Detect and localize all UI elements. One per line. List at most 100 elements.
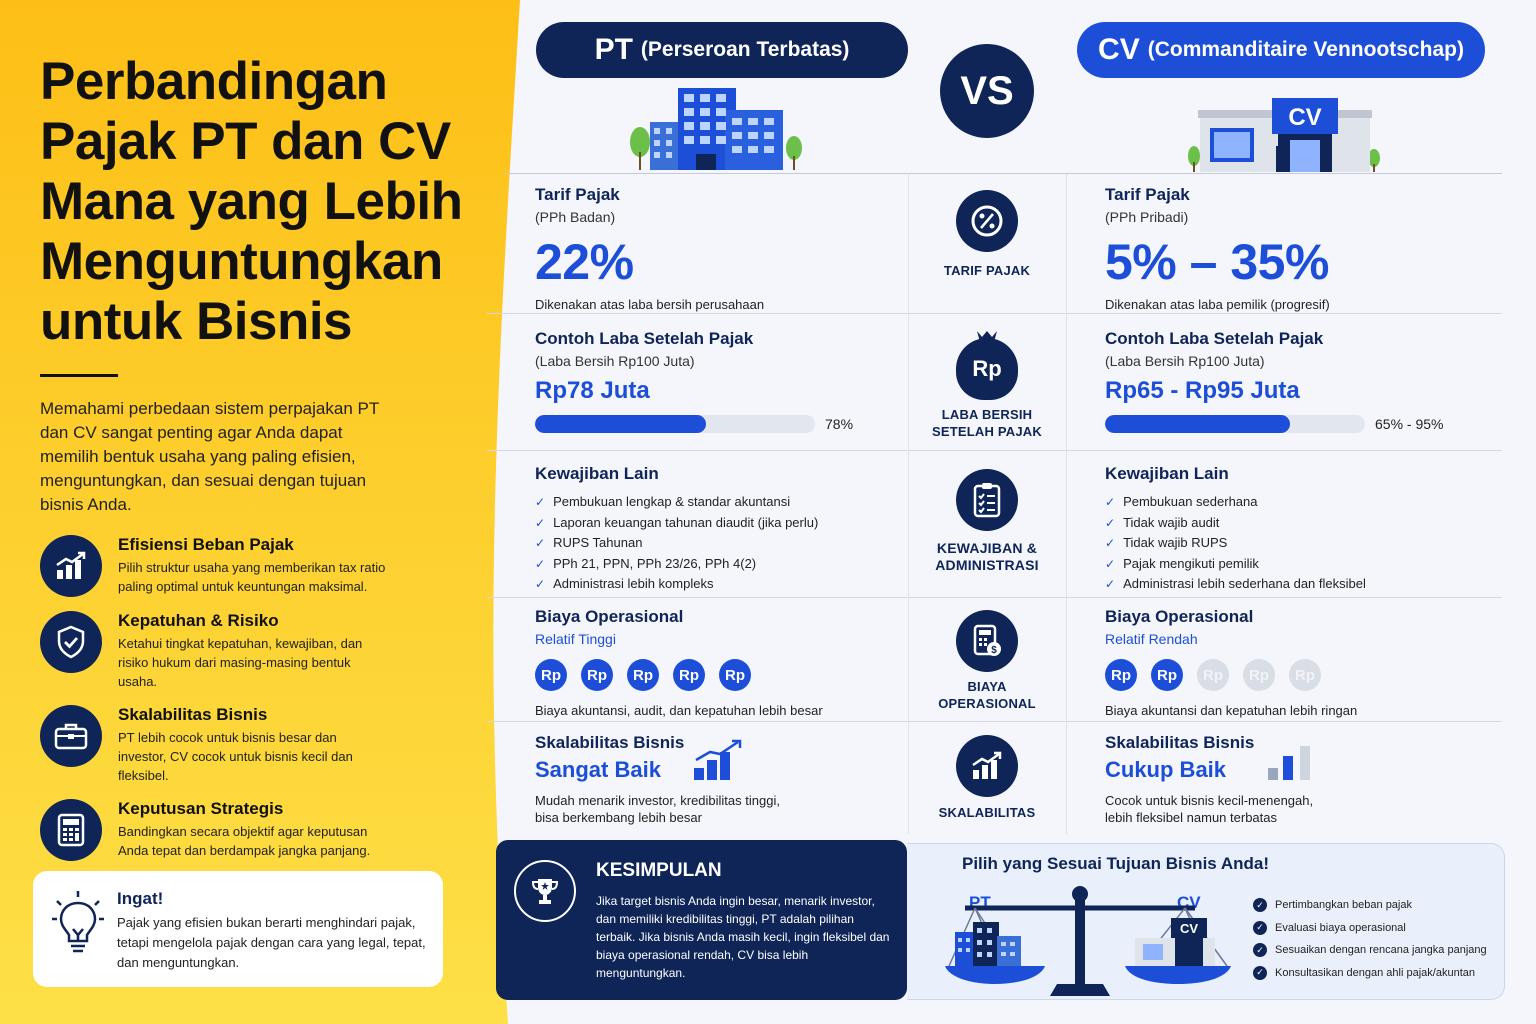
page-title: Perbandingan Pajak PT dan CV Mana yang L… — [40, 52, 463, 351]
pt-skal-cell: Skalabilitas Bisnis Sangat Baik Mudah me… — [535, 733, 780, 825]
pt-laba-cell: Contoh Laba Setelah Pajak (Laba Bersih R… — [535, 329, 853, 433]
check-icon: ✓ — [535, 495, 546, 509]
title-divider — [40, 374, 118, 377]
cv-biaya-level: Relatif Rendah — [1105, 631, 1198, 647]
vs-badge: VS — [940, 44, 1034, 138]
shield-check-icon — [40, 611, 102, 673]
row-divider — [487, 313, 1502, 314]
cv-tarif-note: Dikenakan atas laba pemilik (progresif) — [1105, 297, 1330, 312]
benefit-desc: Ketahui tingkat kepatuhan, kewajiban, da… — [118, 636, 363, 689]
list-item: ✓ Konsultasikan dengan ahli pajak/akuntan — [1253, 962, 1487, 985]
cv-laba-bar-fill — [1105, 415, 1290, 433]
pt-skal-title: Skalabilitas Bisnis — [535, 733, 685, 752]
benefit-title: Efisiensi Beban Pajak — [118, 535, 294, 554]
pt-biaya-cell: Biaya Operasional Relatif Tinggi Rp Rp Rp R… — [535, 607, 823, 718]
cv-laba-bar — [1105, 415, 1365, 433]
benefit-desc: Bandingkan secara objektif agar keputusa… — [118, 824, 371, 858]
cv-kewajiban-list: ✓ Pembukuan sederhana ✓ Tidak wajib audit … — [1105, 492, 1366, 595]
rp-coin-icon: Rp — [1289, 659, 1321, 691]
list-item: ✓ Administrasi lebih sederhana dan fleksi… — [1105, 574, 1366, 595]
briefcase-icon — [40, 705, 102, 767]
svg-text:$: $ — [991, 645, 997, 656]
mid-label-skalabilitas: SKALABILITAS — [938, 805, 1036, 820]
check-icon: ✓ — [1105, 495, 1116, 509]
left-panel: Perbandingan Pajak PT dan CV Mana yang L… — [0, 0, 500, 1024]
benefit-item: Efisiensi Beban Pajak Pilih struktur usa… — [40, 535, 500, 597]
pt-skal-value: Sangat Baik — [535, 757, 661, 782]
tip-text: Pertimbangkan beban pajak — [1275, 899, 1412, 912]
check-icon: ✓ — [1105, 515, 1116, 530]
row-divider — [487, 721, 1502, 722]
pt-laba-bar-label: 78% — [825, 416, 854, 432]
cv-laba-bar-label: 65% - 95% — [1375, 416, 1444, 432]
benefit-list: Efisiensi Beban Pajak Pilih struktur usa… — [40, 535, 500, 861]
mid-label-laba-line2: SETELAH PAJAK — [932, 424, 1042, 439]
cv-full-name: (Commanditaire Vennootschap) — [1147, 38, 1464, 61]
check-circle-icon: ✓ — [1253, 965, 1267, 980]
check-icon: ✓ — [535, 515, 546, 530]
mid-label-biaya: BIAYA OPERASIONAL — [907, 678, 1067, 712]
lightbulb-icon — [52, 891, 104, 953]
cv-skal-note2: lebih fleksibel namun terbatas — [1105, 810, 1277, 825]
check-circle-icon: ✓ — [1253, 943, 1267, 958]
scale-cv-sign: CV — [1180, 921, 1198, 936]
conclusion-title: KESIMPULAN — [596, 860, 722, 881]
list-item: ✓ Tidak wajib audit — [1105, 513, 1366, 534]
list-item: ✓ Laporan keuangan tahunan diaudit (jika … — [535, 513, 818, 534]
pt-biaya-note: Biaya akuntansi, audit, dan kepatuhan le… — [535, 703, 823, 718]
cv-laba-sub: (Laba Bersih Rp100 Juta) — [1105, 353, 1265, 369]
trophy-icon — [514, 860, 576, 922]
cv-sign-text: CV — [1288, 104, 1321, 131]
cv-skal-title: Skalabilitas Bisnis — [1105, 733, 1255, 752]
cv-tarif-sub: (PPh Pribadi) — [1105, 209, 1189, 225]
list-item: ✓ Pajak mengikuti pemilik — [1105, 554, 1366, 575]
list-item-text: PPh 21, PPN, PPh 23/26, PPh 4(2) — [553, 555, 757, 571]
benefit-desc: Pilih struktur usaha yang memberikan tax… — [118, 560, 386, 594]
cv-header: CV (Commanditaire Vennootschap) — [1077, 22, 1485, 78]
cv-shop-illustration: CV — [1188, 98, 1380, 172]
pt-tarif-note: Dikenakan atas laba bersih perusahaan — [535, 297, 765, 312]
cv-skal-value: Cukup Baik — [1105, 757, 1227, 782]
mid-label-biaya-line2: OPERASIONAL — [938, 696, 1036, 711]
pt-tarif-value: 22% — [535, 234, 634, 290]
list-item: ✓ Sesuaikan dengan rencana jangka panjang — [1253, 939, 1487, 962]
pt-laba-bar-fill — [535, 415, 706, 433]
row-divider — [487, 597, 1502, 598]
check-icon: ✓ — [535, 556, 546, 571]
cv-abbr: CV — [1098, 33, 1140, 66]
pt-biaya-title: Biaya Operasional — [535, 607, 684, 626]
pt-cost-coins: Rp Rp Rp Rp Rp — [535, 659, 823, 691]
choose-panel: Pilih yang Sesuai Tujuan Bisnis Anda! PT… — [907, 843, 1505, 1000]
pt-tarif-title: Tarif Pajak — [535, 185, 620, 204]
cv-skal-cell: Skalabilitas Bisnis Cukup Baik Cocok unt… — [1105, 733, 1313, 825]
row-divider — [505, 173, 1502, 174]
tips-list: ✓ Pertimbangkan beban pajak ✓ Evaluasi bia… — [1253, 894, 1487, 984]
tip-text: Sesuaikan dengan rencana jangka panjang — [1275, 944, 1487, 957]
list-item-text: Tidak wajib audit — [1123, 514, 1220, 530]
money-bag-symbol: Rp — [972, 356, 1002, 381]
rp-coin-icon: Rp — [1105, 659, 1137, 691]
benefit-desc: PT lebih cocok untuk bisnis besar dan in… — [118, 730, 353, 783]
list-item: ✓ Pembukuan lengkap & standar akuntansi — [535, 492, 818, 513]
chart-growth-icon — [40, 535, 102, 597]
pt-laba-amount: Rp78 Juta — [535, 377, 650, 404]
tip-text: Konsultasikan dengan ahli pajak/akuntan — [1275, 966, 1475, 979]
pt-laba-sub: (Laba Bersih Rp100 Juta) — [535, 353, 695, 369]
list-item-text: RUPS Tahunan — [553, 535, 643, 550]
column-divider — [1066, 174, 1067, 834]
cv-kewajiban-cell: Kewajiban Lain ✓ Pembukuan sederhana ✓ Tid… — [1105, 464, 1366, 595]
cv-laba-amount: Rp65 - Rp95 Juta — [1105, 377, 1300, 404]
list-item-text: Pajak mengikuti pemilik — [1123, 555, 1259, 571]
pt-full-name: (Perseroan Terbatas) — [640, 38, 850, 61]
list-item-text: Administrasi lebih sederhana dan fleksib… — [1123, 576, 1366, 591]
intro-text: Memahami perbedaan sistem perpajakan PT … — [40, 399, 379, 514]
benefit-item: Keputusan Strategis Bandingkan secara ob… — [40, 799, 500, 861]
list-item: ✓ Administrasi lebih kompleks — [535, 574, 818, 595]
cv-biaya-title: Biaya Operasional — [1105, 607, 1254, 626]
rp-coin-icon: Rp — [535, 659, 567, 691]
cv-skal-note1: Cocok untuk bisnis kecil-menengah, — [1105, 793, 1314, 808]
column-divider — [908, 174, 909, 834]
mid-label-laba-line1: LABA BERSIH — [941, 407, 1033, 422]
pt-tarif-cell: Tarif Pajak (PPh Badan) 22% Dikenakan at… — [535, 185, 764, 312]
cv-tarif-title: Tarif Pajak — [1105, 185, 1190, 204]
